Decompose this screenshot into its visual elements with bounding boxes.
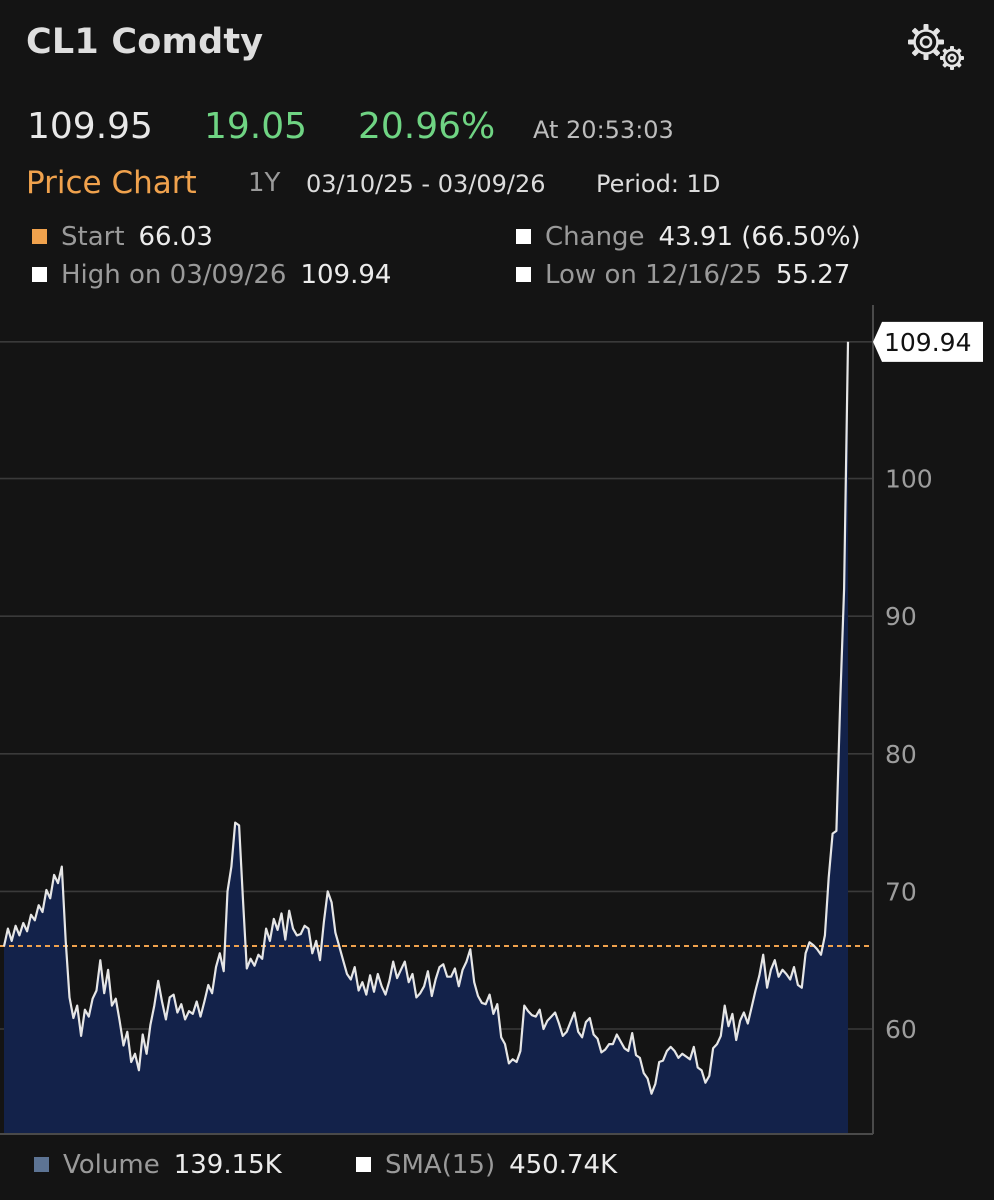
date-range: 03/10/25 - 03/09/26 xyxy=(306,170,546,198)
legend-sma: SMA(15) 450.74K xyxy=(356,1150,617,1180)
high-marker xyxy=(32,267,47,282)
stat-high-label: High on 03/09/26 xyxy=(61,260,287,290)
ticker-title: CL1 Comdty xyxy=(26,22,264,62)
change-marker xyxy=(516,229,531,244)
quote-time: At 20:53:03 xyxy=(533,116,674,144)
stat-change: Change 43.91 (66.50%) xyxy=(516,222,861,252)
legend-sma-value: 450.74K xyxy=(509,1150,618,1180)
y-tick-label: 80 xyxy=(885,740,917,769)
volume-marker xyxy=(34,1157,49,1172)
y-tick-label: 100 xyxy=(885,465,933,494)
start-marker xyxy=(32,229,47,244)
sma-marker xyxy=(356,1157,371,1172)
stat-change-label: Change xyxy=(545,222,645,252)
price-line xyxy=(2,341,850,1095)
stat-low-value: 55.27 xyxy=(775,260,851,290)
legend-volume-label: Volume xyxy=(63,1150,160,1180)
settings-gears-icon[interactable] xyxy=(904,20,968,76)
stat-start: Start 66.03 xyxy=(32,222,213,252)
stat-start-label: Start xyxy=(61,222,125,252)
legend-volume: Volume 139.15K xyxy=(34,1150,282,1180)
range-selector[interactable]: 1Y xyxy=(248,168,281,198)
net-change: 19.05 xyxy=(204,106,308,147)
last-price-label-text: 109.94 xyxy=(884,328,971,357)
stat-start-value: 66.03 xyxy=(138,222,213,252)
stat-low: Low on 12/16/25 55.27 xyxy=(516,260,850,290)
stat-high: High on 03/09/26 109.94 xyxy=(32,260,391,290)
y-tick-label: 70 xyxy=(885,877,917,906)
period-label: Period: 1D xyxy=(596,170,721,198)
y-tick-label: 60 xyxy=(885,1015,917,1044)
y-tick-label: 90 xyxy=(885,602,917,631)
price-chart-heading: Price Chart xyxy=(26,165,197,201)
legend-sma-label: SMA(15) xyxy=(385,1150,496,1180)
percent-change: 20.96% xyxy=(358,106,496,147)
last-price: 109.95 xyxy=(27,106,153,147)
legend-volume-value: 139.15K xyxy=(173,1150,282,1180)
gears-icon xyxy=(908,24,964,70)
price-area-fill xyxy=(4,341,848,1134)
stat-low-label: Low on 12/16/25 xyxy=(545,260,762,290)
stat-change-value: 43.91 (66.50%) xyxy=(658,222,861,252)
chart-gridlines xyxy=(0,341,873,1030)
low-marker xyxy=(516,267,531,282)
last-price-label: 109.94 xyxy=(873,321,983,362)
last-price-label-box xyxy=(873,321,983,362)
y-axis-ticks: 60 70 80 90 100 xyxy=(885,465,933,1044)
stat-high-value: 109.94 xyxy=(300,260,392,290)
